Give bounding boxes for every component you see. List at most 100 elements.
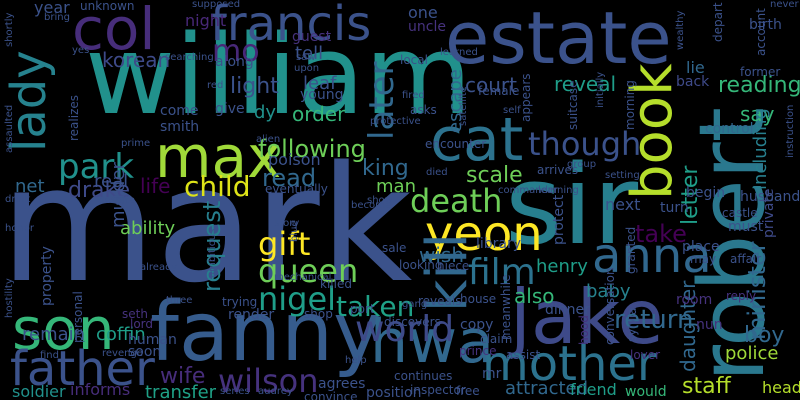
word-protective: protective	[370, 116, 421, 127]
word-meanwhile: meanwhile	[499, 274, 513, 340]
word-hostility: hostility	[4, 278, 15, 318]
word-man: man	[376, 176, 416, 197]
word-life: life	[140, 174, 171, 198]
word-guest: guest	[292, 29, 332, 45]
word-assaulted: assaulted	[4, 104, 15, 153]
word-alien: alien	[256, 134, 281, 145]
word-baby: baby	[586, 281, 631, 302]
word-world: world	[355, 309, 455, 350]
word-initially: initially	[595, 71, 606, 108]
word-protect: protect	[551, 194, 567, 245]
word-poison: poison	[268, 150, 321, 169]
word-soldier: soldier	[12, 382, 66, 400]
word-begin: begin	[686, 185, 726, 201]
word-queen: queen	[258, 252, 359, 290]
word-come: come	[160, 103, 199, 119]
word-film: film	[468, 252, 536, 293]
word-drink: drink	[5, 194, 31, 205]
word-house: house	[460, 292, 497, 306]
word-granted: granted	[624, 226, 638, 274]
word-court: court	[465, 73, 517, 97]
word-william: william	[85, 11, 472, 139]
word-bring: bring	[44, 12, 70, 23]
word-following: following	[258, 135, 366, 163]
word-assist: assist	[506, 348, 541, 362]
word-tell: tell	[295, 43, 324, 64]
word-looking: looking	[399, 258, 443, 272]
word-give: give	[215, 101, 245, 117]
word-would: would	[625, 384, 667, 400]
word-reply: reply	[726, 289, 757, 303]
word-become: become	[351, 200, 392, 211]
word-death: death	[410, 182, 503, 220]
word-soon: soon	[128, 344, 162, 360]
word-conversation: conversation	[603, 267, 617, 345]
word-claim: claim	[480, 332, 513, 346]
word-lie: lie	[686, 58, 705, 77]
word-killed: killed	[320, 277, 352, 291]
word-reveal: reveal	[554, 72, 617, 96]
word-along: along	[215, 54, 254, 70]
word-discovers: discovers	[384, 315, 441, 329]
word-gift: gift	[258, 225, 311, 263]
word-scale: scale	[466, 163, 523, 188]
word-mechanical: mechanical	[274, 272, 332, 283]
word-estate: estate	[445, 0, 672, 80]
word-ambitious: ambitious	[207, 228, 218, 278]
word-convince: convince	[304, 390, 358, 400]
word-affair: affair	[730, 252, 762, 266]
word-turn: turn	[660, 200, 689, 216]
word-young: young	[300, 87, 344, 103]
word-mr: mr	[482, 366, 502, 382]
word-friend: friend	[570, 380, 617, 399]
word-story: story	[274, 218, 300, 229]
word-col: col	[72, 0, 156, 63]
word-fanny: fanny	[150, 285, 382, 380]
word-copy: copy	[460, 317, 494, 333]
word-return: return	[614, 305, 694, 335]
word-died: died	[426, 167, 448, 178]
word-night: night	[185, 11, 227, 30]
word-find: find	[40, 350, 59, 361]
word-henry: henry	[536, 256, 588, 277]
word-say: say	[740, 102, 775, 126]
word-realizes: realizes	[67, 94, 81, 141]
word-king: king	[362, 156, 409, 181]
word-sir: sir	[505, 141, 639, 269]
word-transfer: transfer	[145, 382, 217, 400]
word-anna: anna	[592, 228, 712, 284]
word-shop: shop	[304, 307, 333, 321]
word-position: position	[366, 385, 422, 400]
word-human: human	[128, 332, 177, 348]
word-boy: boy	[744, 323, 785, 348]
word-mark: mark	[0, 131, 413, 318]
word-sale: sale	[382, 241, 407, 255]
word-father: father	[10, 341, 155, 397]
word-supposed: supposed	[192, 0, 241, 10]
word-cat: cat	[430, 105, 524, 175]
word-prime: prime	[121, 138, 151, 149]
word-ability: ability	[120, 218, 176, 239]
word-year: year	[34, 0, 70, 17]
word-hwa: hwa	[370, 307, 494, 377]
word-korean: korean	[102, 48, 171, 72]
word-instruction: instruction	[785, 104, 796, 158]
word-place: place	[682, 239, 720, 255]
word-dinner: dinner	[545, 302, 590, 318]
word-lover: lover	[630, 348, 661, 362]
word-leaf: leaf	[303, 73, 337, 94]
word-three: three	[166, 295, 193, 306]
word-nun: nun	[696, 317, 723, 333]
word-seth: seth	[122, 307, 148, 321]
word-castle: castle	[722, 206, 758, 220]
word-taken: taken	[336, 290, 415, 323]
word-asks: asks	[410, 103, 437, 117]
word-morning: morning	[623, 80, 637, 130]
word-satellite: satellite	[458, 86, 469, 126]
word-read: read	[262, 164, 317, 192]
word-arrives: arrives	[537, 163, 579, 177]
word-agrees: agrees	[318, 376, 366, 392]
word-nigel: nigel	[258, 280, 337, 318]
word-show: show	[367, 195, 393, 206]
